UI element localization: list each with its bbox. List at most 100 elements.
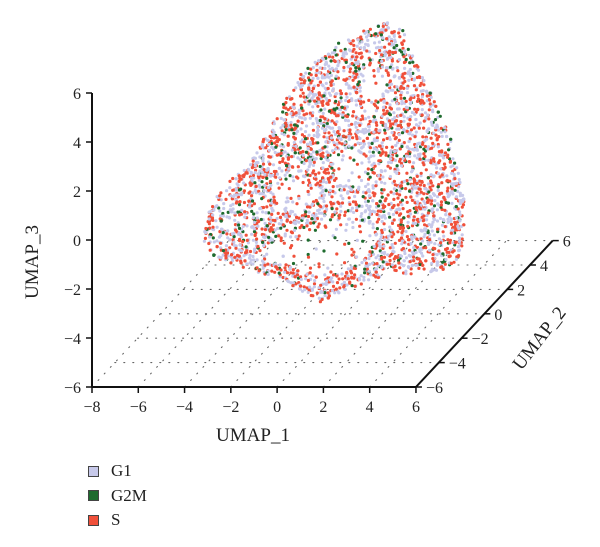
point-g1: [328, 192, 332, 196]
point-g1: [289, 209, 293, 213]
point-s: [265, 205, 269, 209]
point-g1: [219, 246, 223, 250]
point-g1: [292, 106, 296, 110]
point-s: [275, 117, 279, 121]
point-g1: [420, 76, 424, 80]
point-s: [395, 255, 399, 260]
point-g2m: [357, 204, 361, 208]
point-s: [390, 221, 395, 225]
point-g1: [340, 188, 344, 192]
point-s: [203, 236, 207, 240]
point-g1: [354, 103, 358, 107]
point-g1: [443, 126, 447, 130]
point-g1: [278, 263, 282, 267]
point-s: [374, 99, 378, 103]
point-s: [394, 119, 399, 123]
point-g1: [272, 134, 276, 138]
point-g1: [420, 95, 424, 99]
point-g1: [308, 157, 312, 161]
point-g1: [350, 98, 354, 103]
point-s: [337, 216, 341, 220]
point-g1: [363, 258, 367, 262]
point-s: [352, 47, 356, 51]
point-s: [250, 182, 254, 186]
point-g1: [242, 181, 246, 185]
point-g1: [430, 261, 434, 265]
point-g1: [423, 202, 427, 206]
point-s: [398, 123, 402, 127]
point-g1: [261, 171, 265, 175]
point-g1: [252, 258, 256, 262]
point-g1: [356, 62, 360, 66]
point-g1: [344, 184, 348, 188]
point-g1: [326, 52, 331, 56]
point-s: [292, 112, 296, 116]
point-g1: [226, 254, 230, 258]
point-s: [350, 55, 354, 59]
point-s: [346, 99, 351, 104]
point-g1: [408, 102, 412, 106]
point-g1: [269, 183, 273, 187]
point-s: [375, 123, 379, 127]
point-s: [446, 186, 450, 190]
point-s: [429, 181, 433, 185]
point-g1: [432, 193, 437, 197]
point-g1: [318, 66, 322, 70]
point-g1: [202, 239, 206, 243]
point-g1: [228, 186, 232, 190]
point-s: [399, 113, 403, 117]
point-g1: [384, 89, 388, 93]
point-s: [313, 99, 317, 103]
x-tick-label: −8: [83, 399, 100, 416]
point-s: [373, 164, 377, 168]
point-g1: [353, 194, 357, 199]
point-g1: [323, 155, 327, 160]
point-s: [253, 233, 257, 237]
point-g1: [335, 184, 339, 188]
point-g1: [347, 137, 351, 141]
point-g2m: [281, 110, 285, 114]
point-s: [389, 253, 393, 257]
point-s: [443, 208, 447, 212]
point-s: [291, 268, 295, 272]
point-g1: [249, 258, 253, 262]
point-g1: [250, 232, 254, 236]
point-s: [374, 51, 378, 56]
point-s: [431, 141, 435, 145]
point-s: [293, 126, 298, 130]
point-g1: [454, 195, 459, 199]
point-g1: [419, 174, 423, 178]
point-g2m: [284, 177, 288, 181]
point-s: [399, 86, 403, 90]
point-g1: [400, 102, 404, 106]
point-s: [416, 94, 420, 98]
point-g1: [415, 263, 419, 267]
point-g2m: [281, 102, 286, 106]
point-g2m: [404, 110, 408, 114]
point-s: [413, 201, 417, 205]
point-g1: [260, 259, 265, 263]
point-s: [401, 46, 405, 50]
point-g2m: [307, 78, 311, 82]
point-g1: [435, 219, 440, 223]
point-s: [405, 171, 409, 175]
point-g1: [427, 242, 431, 246]
point-s: [321, 176, 325, 180]
point-s: [351, 136, 355, 140]
point-g1: [451, 192, 455, 196]
point-g1: [429, 173, 433, 177]
point-g1: [380, 141, 384, 145]
point-g1: [308, 91, 312, 95]
point-s: [336, 130, 340, 134]
point-s: [375, 220, 379, 224]
point-g1: [322, 129, 327, 133]
point-s: [321, 103, 325, 107]
point-s: [406, 210, 410, 214]
legend: G1 G2M S: [88, 459, 147, 533]
point-g1: [360, 261, 364, 265]
point-g1: [323, 62, 327, 67]
point-g2m: [361, 239, 365, 243]
point-s: [456, 255, 460, 259]
point-g2m: [288, 174, 292, 178]
point-g1: [390, 63, 394, 67]
